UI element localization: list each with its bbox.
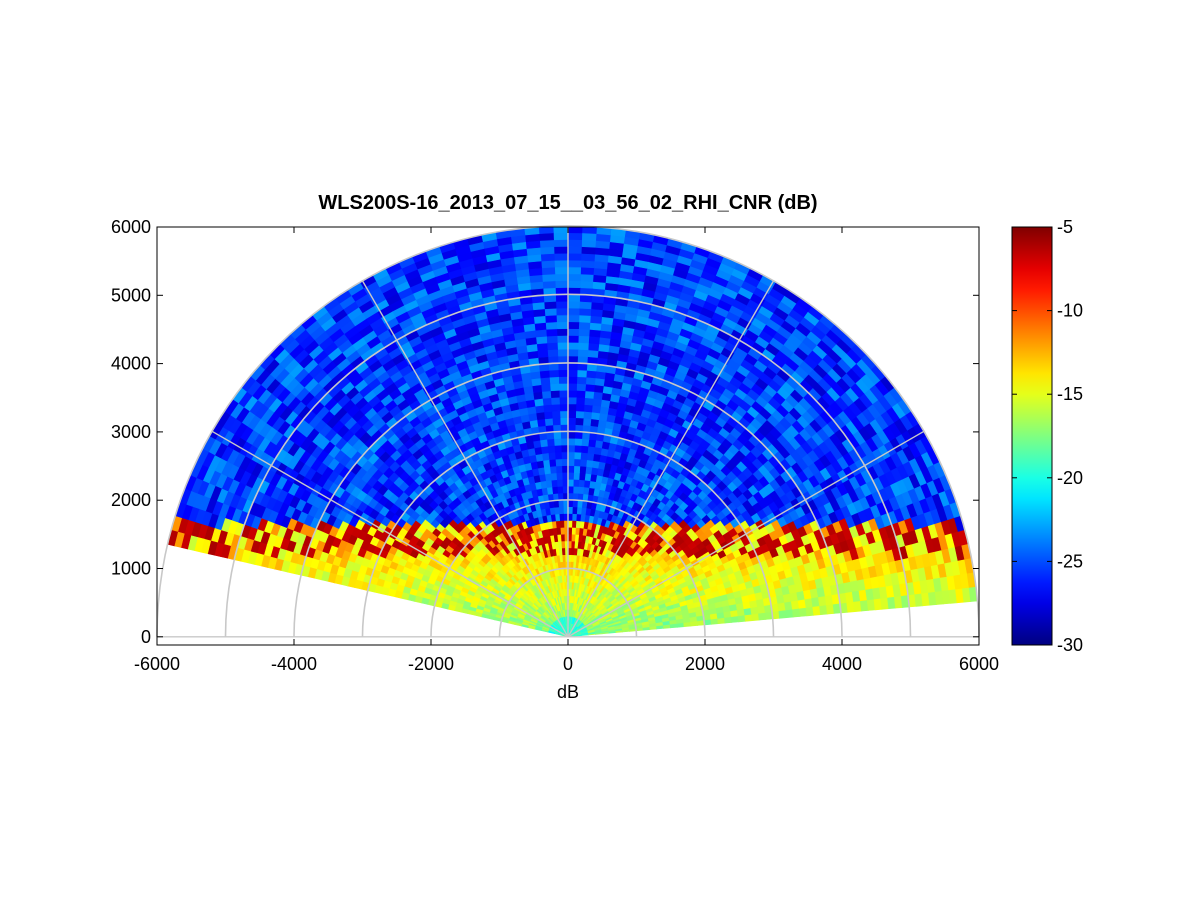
colorbar-tick-label: -10 bbox=[1057, 301, 1083, 321]
colorbar-tick-label: -15 bbox=[1057, 384, 1083, 404]
colorbar-tick-label: -25 bbox=[1057, 551, 1083, 571]
colorbar-gradient bbox=[1011, 226, 1053, 646]
colorbar-tick-label: -5 bbox=[1057, 217, 1073, 237]
colorbar-tick-label: -30 bbox=[1057, 635, 1083, 655]
colorbar-tick-label: -20 bbox=[1057, 468, 1083, 488]
